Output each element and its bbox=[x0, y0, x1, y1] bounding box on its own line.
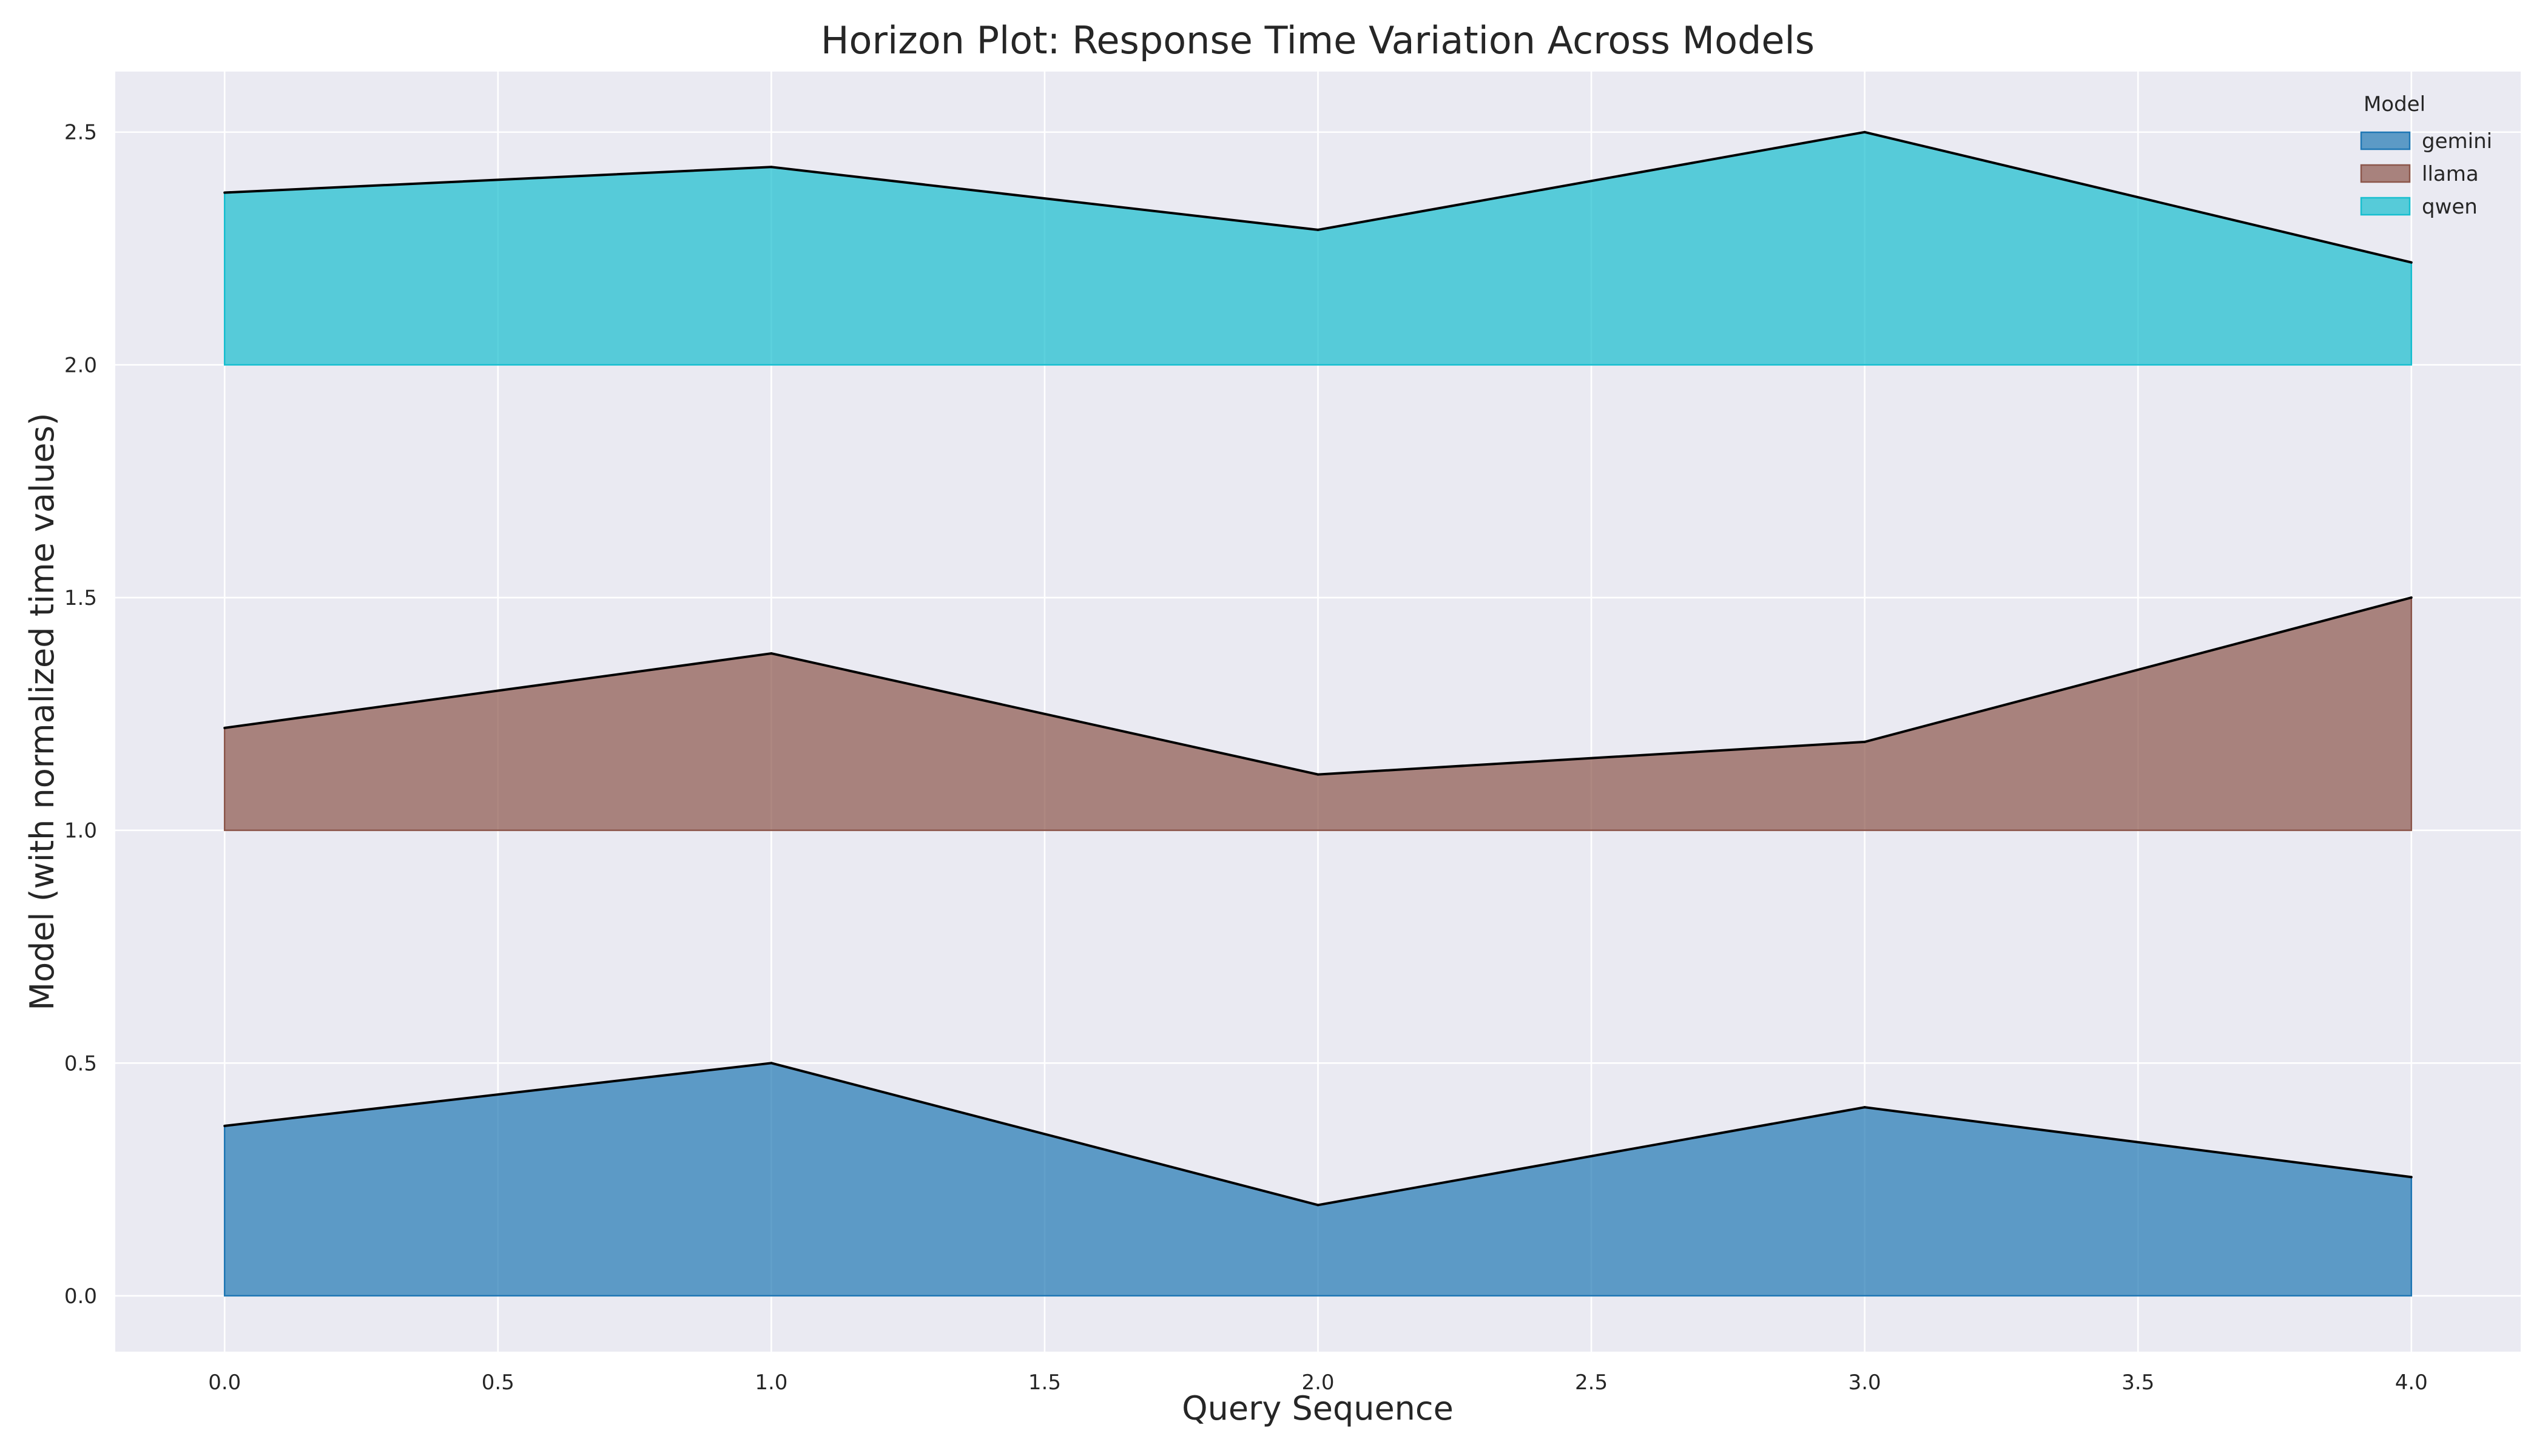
point-qwen bbox=[223, 191, 226, 194]
y-axis-label: Model (with normalized time values) bbox=[23, 413, 61, 1010]
point-gemini bbox=[223, 1124, 226, 1127]
x-tick-label: 3.5 bbox=[2122, 1370, 2154, 1395]
x-tick-label: 2.0 bbox=[1301, 1370, 1334, 1395]
point-llama bbox=[1316, 773, 1320, 776]
chart-title: Horizon Plot: Response Time Variation Ac… bbox=[821, 18, 1815, 62]
point-qwen bbox=[1316, 228, 1320, 231]
x-tick-label: 0.0 bbox=[208, 1370, 241, 1395]
y-tick-label: 1.5 bbox=[64, 586, 97, 610]
y-axis-ticks: 0.0 0.5 1.0 1.5 2.0 2.5 bbox=[64, 121, 97, 1309]
y-tick-label: 2.5 bbox=[64, 121, 97, 145]
x-tick-label: 3.0 bbox=[1849, 1370, 1881, 1395]
x-tick-label: 4.0 bbox=[2395, 1370, 2428, 1395]
y-tick-label: 0.0 bbox=[64, 1284, 97, 1309]
legend-label-llama: llama bbox=[2422, 162, 2479, 186]
point-qwen bbox=[1863, 130, 1866, 133]
point-qwen bbox=[770, 166, 773, 169]
series-areas bbox=[223, 130, 2413, 1297]
point-gemini bbox=[1863, 1106, 1866, 1109]
point-llama bbox=[1863, 740, 1866, 743]
point-llama bbox=[770, 652, 773, 655]
point-llama bbox=[2410, 596, 2413, 599]
legend-swatch-llama bbox=[2360, 164, 2411, 183]
x-tick-label: 2.5 bbox=[1575, 1370, 1608, 1395]
point-qwen bbox=[2410, 261, 2413, 264]
x-axis-label: Query Sequence bbox=[1182, 1389, 1454, 1427]
legend-title: Model bbox=[2364, 92, 2425, 116]
point-gemini bbox=[1316, 1204, 1320, 1207]
legend-swatch-qwen bbox=[2360, 197, 2411, 216]
y-tick-label: 0.5 bbox=[64, 1051, 97, 1076]
x-tick-label: 1.5 bbox=[1028, 1370, 1061, 1395]
x-tick-label: 1.0 bbox=[755, 1370, 787, 1395]
point-gemini bbox=[2410, 1176, 2413, 1179]
y-tick-label: 1.0 bbox=[64, 819, 97, 843]
legend-swatch-gemini bbox=[2360, 131, 2411, 150]
x-axis-ticks: 0.0 0.5 1.0 1.5 2.0 2.5 3.0 3.5 4.0 bbox=[208, 1370, 2428, 1395]
x-tick-label: 0.5 bbox=[482, 1370, 514, 1395]
point-llama bbox=[223, 726, 226, 729]
legend-label-qwen: qwen bbox=[2422, 195, 2478, 219]
legend-label-gemini: gemini bbox=[2422, 129, 2492, 153]
legend: Model gemini llama qwen bbox=[2360, 92, 2492, 219]
point-gemini bbox=[770, 1062, 773, 1065]
y-tick-label: 2.0 bbox=[64, 353, 97, 377]
